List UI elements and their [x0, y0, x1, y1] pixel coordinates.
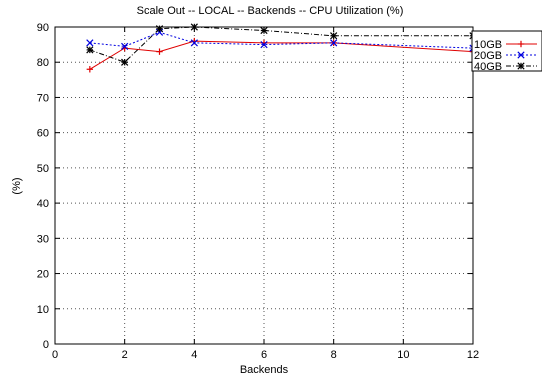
x-axis-label: Backends: [240, 364, 289, 376]
legend-label: 40GB: [474, 61, 502, 73]
y-tick-label: 50: [37, 163, 49, 175]
x-tick-label: 8: [331, 349, 337, 361]
data-point: [86, 39, 94, 47]
x-tick-label: 10: [397, 349, 409, 361]
y-tick-label: 70: [37, 92, 49, 104]
legend-marker: [517, 40, 525, 48]
y-tick-label: 40: [37, 198, 49, 210]
x-tick-label: 4: [191, 349, 197, 361]
y-tick-label: 90: [37, 22, 49, 34]
legend-box: [471, 30, 542, 72]
data-point: [155, 25, 164, 33]
data-point: [121, 58, 129, 66]
data-point: [260, 26, 268, 35]
y-tick-label: 80: [37, 57, 49, 69]
x-tick-label: 6: [261, 349, 267, 361]
plot-frame: [54, 26, 474, 345]
grid-lines: [55, 27, 473, 344]
series-line: [89, 40, 474, 70]
data-point: [260, 40, 268, 49]
series-group: [86, 23, 477, 73]
legend-label: 10GB: [474, 39, 502, 51]
x-tick-label: 2: [122, 349, 128, 361]
series-line: [89, 31, 474, 49]
data-point: [330, 32, 338, 40]
y-tick-label: 20: [37, 269, 49, 281]
data-point: [86, 66, 94, 73]
data-point: [86, 46, 94, 54]
y-tick-label: 0: [43, 339, 49, 351]
y-axis-label: (%): [11, 177, 23, 194]
legend-item: 10GB: [474, 39, 537, 51]
axis-ticks: 0 2 4 6 8 10 12 0 10 20 30 40 50 60 70 80 90: [37, 22, 479, 361]
data-point: [190, 23, 198, 31]
legend-label: 20GB: [474, 50, 502, 62]
y-tick-label: 30: [37, 233, 49, 245]
x-tick-label: 0: [52, 349, 58, 361]
data-point: [121, 42, 129, 50]
legend-marker: [517, 51, 525, 59]
legend-item: 40GB: [474, 61, 537, 73]
x-tick-label: 12: [467, 349, 479, 361]
chart-title: Scale Out -- LOCAL -- Backends -- CPU Ut…: [137, 5, 404, 17]
data-point: [156, 48, 163, 55]
legend-item: 20GB: [474, 50, 537, 62]
data-point: [330, 39, 338, 47]
data-point: [190, 39, 198, 47]
y-tick-label: 60: [37, 128, 49, 140]
y-tick-label: 10: [37, 304, 49, 316]
legend-marker: [517, 62, 525, 70]
